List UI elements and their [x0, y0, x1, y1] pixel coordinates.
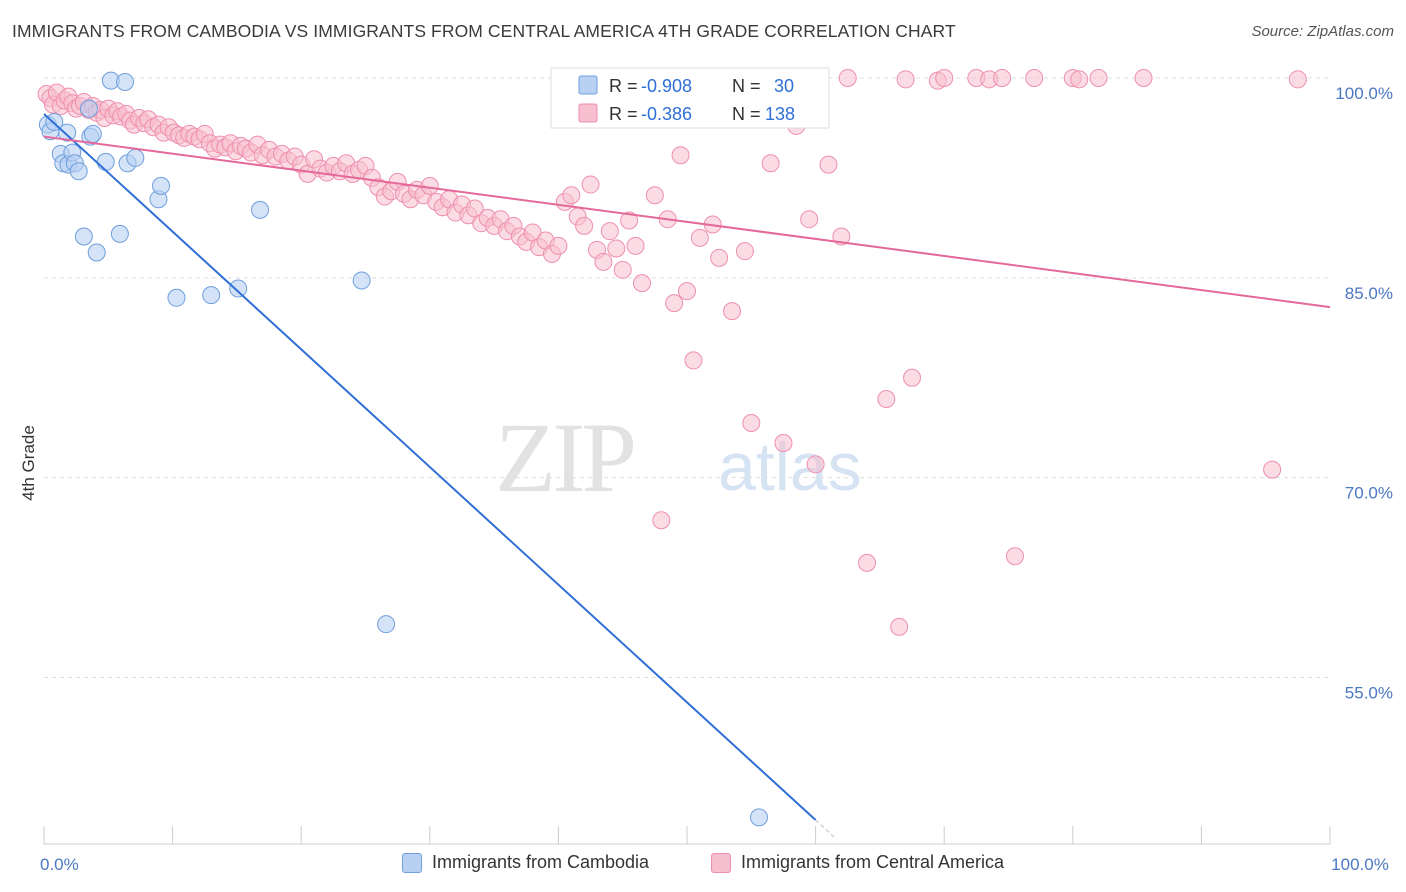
x-tick-label-1: 100.0% [1331, 855, 1389, 874]
central-america-point-116 [723, 302, 742, 321]
y-tick-label-1: 85.0% [1345, 284, 1393, 303]
central-america-point-107 [645, 186, 664, 205]
cambodia-point-15 [96, 152, 115, 171]
series-central-america-points [37, 68, 1307, 636]
central-america-point-118 [742, 414, 761, 433]
central-america-point-144 [652, 511, 671, 530]
central-america-point-129 [896, 70, 915, 89]
source-credit: Source: ZipAtlas.com [1251, 23, 1394, 40]
central-america-point-103 [613, 260, 632, 279]
central-america-point-126 [858, 553, 877, 572]
central-america-point-137 [1025, 68, 1044, 87]
central-america-point-98 [581, 175, 600, 194]
central-america-point-109 [665, 294, 684, 313]
central-america-point-104 [620, 211, 639, 230]
cambodia-point-9 [69, 162, 88, 181]
cambodia-point-28 [377, 615, 396, 634]
central-america-point-93 [549, 236, 568, 255]
cambodia-point-10 [74, 227, 93, 246]
y-tick-label-0: 100.0% [1335, 84, 1393, 103]
central-america-point-111 [678, 282, 696, 301]
legend-swatch-central-america [578, 103, 598, 123]
legend-r-label-cambodia: R = [609, 76, 643, 96]
central-america-point-136 [1005, 547, 1024, 566]
x-tick-label-0: 0.0% [40, 855, 79, 874]
correlation-legend: R = -0.908 N = 30 R = -0.386 N = 138 [550, 67, 830, 129]
cambodia-point-14 [87, 243, 106, 262]
central-america-point-101 [600, 222, 619, 241]
central-america-point-123 [819, 155, 838, 174]
central-america-point-105 [626, 236, 645, 255]
bottom-legend-swatch-cambodia [402, 852, 422, 873]
central-america-point-73 [420, 176, 439, 195]
legend-r-value-central-america: -0.386 [641, 104, 692, 124]
central-america-point-139 [1070, 70, 1089, 89]
central-america-point-135 [993, 68, 1012, 87]
central-america-point-132 [935, 68, 954, 87]
central-america-point-95 [562, 186, 581, 205]
cambodia-point-27 [352, 271, 371, 290]
central-america-point-106 [632, 274, 651, 293]
cambodia-point-18 [116, 72, 135, 91]
cambodia-trend-extension [815, 819, 836, 839]
legend-n-value-cambodia: 30 [774, 76, 794, 96]
bottom-legend-label-central-america: Immigrants from Central America [741, 852, 1005, 872]
series-cambodia-points [38, 71, 769, 827]
bottom-legend-central-america: Immigrants from Central America [711, 852, 1004, 873]
central-america-point-128 [890, 617, 909, 636]
central-america-point-102 [607, 239, 626, 258]
cambodia-point-29 [750, 808, 769, 827]
central-america-point-122 [806, 455, 825, 474]
central-america-trend-line [43, 135, 1331, 309]
central-america-point-143 [1288, 70, 1307, 89]
bottom-legend-swatch-central-america [711, 852, 731, 873]
central-america-point-110 [671, 146, 690, 165]
chart-title: IMMIGRANTS FROM CAMBODIA VS IMMIGRANTS F… [12, 21, 956, 41]
cambodia-point-11 [80, 99, 99, 118]
legend-n-label-cambodia: N = [732, 76, 766, 96]
cambodia-point-24 [202, 286, 221, 305]
central-america-point-100 [594, 252, 613, 271]
cambodia-point-5 [58, 123, 77, 142]
central-america-point-120 [774, 434, 793, 453]
central-america-point-121 [800, 210, 819, 229]
central-america-point-112 [684, 351, 703, 370]
legend-r-value-cambodia: -0.908 [641, 76, 692, 96]
central-america-point-140 [1089, 68, 1108, 87]
central-america-point-113 [690, 228, 709, 247]
cambodia-point-13 [83, 124, 102, 143]
cambodia-point-25 [229, 279, 248, 298]
axes: 100.0% 85.0% 70.0% 55.0% 0.0% 100.0% [40, 84, 1393, 874]
watermark: ZIP atlas [495, 402, 862, 513]
central-america-point-119 [761, 154, 780, 173]
central-america-point-127 [877, 390, 896, 409]
cambodia-point-26 [251, 200, 270, 219]
y-tick-label-3: 55.0% [1345, 683, 1393, 702]
legend-swatch-cambodia [578, 75, 598, 95]
legend-n-label-central-america: N = [732, 104, 766, 124]
central-america-point-130 [903, 368, 922, 387]
legend-n-value-central-america: 138 [765, 104, 795, 124]
central-america-point-142 [1263, 460, 1282, 479]
cambodia-point-20 [126, 148, 145, 167]
legend-r-label-central-america: R = [609, 104, 643, 124]
y-axis-title: 4th Grade [19, 425, 38, 501]
central-america-point-117 [735, 242, 754, 261]
grid-lines [44, 77, 1330, 678]
central-america-point-115 [710, 248, 729, 267]
bottom-legend-cambodia: Immigrants from Cambodia [402, 852, 649, 873]
y-tick-label-2: 70.0% [1345, 484, 1393, 503]
central-america-point-97 [575, 216, 594, 235]
cambodia-point-17 [110, 224, 129, 243]
bottom-legend-label-cambodia: Immigrants from Cambodia [432, 852, 650, 872]
trend-lines [43, 113, 1331, 839]
central-america-point-141 [1134, 68, 1153, 87]
cambodia-trend-line [43, 113, 817, 821]
cambodia-point-23 [167, 288, 186, 307]
central-america-point-125 [838, 68, 857, 87]
cambodia-point-22 [152, 176, 171, 195]
watermark-zip: ZIP [495, 402, 633, 513]
